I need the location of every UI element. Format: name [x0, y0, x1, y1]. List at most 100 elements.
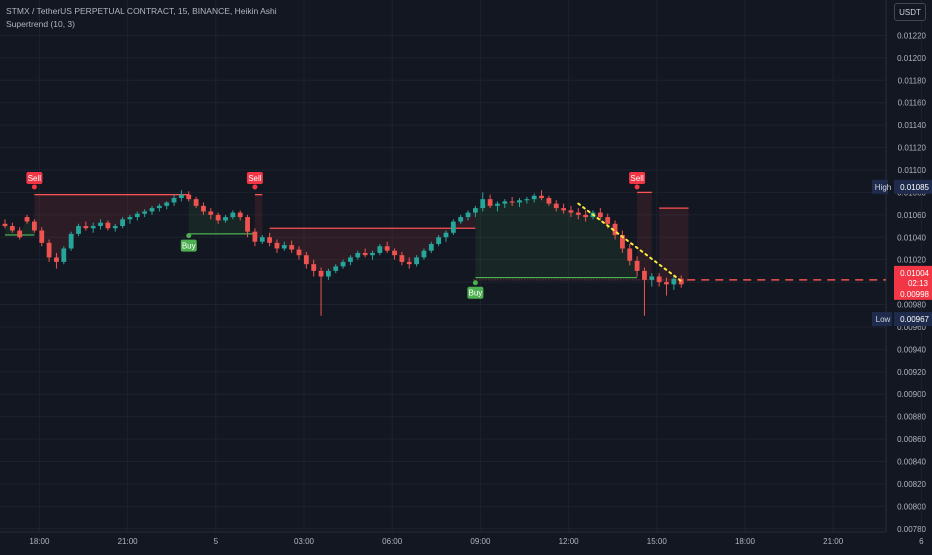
- candle-body: [362, 252, 368, 256]
- candle-body: [215, 214, 221, 221]
- y-tick-label: 0.00800: [897, 502, 926, 511]
- y-tick-label: 0.00780: [897, 525, 926, 534]
- x-tick-label: 15:00: [647, 537, 668, 546]
- low-label-bg: [872, 312, 892, 327]
- candle-body: [443, 232, 449, 238]
- x-tick-label: 21:00: [118, 537, 139, 546]
- y-tick-label: 0.00880: [897, 413, 926, 422]
- candle-body: [127, 217, 133, 220]
- x-tick-label: 18:00: [735, 537, 756, 546]
- low-value-bg: [894, 312, 932, 327]
- candle-body: [39, 230, 45, 243]
- sell-signal-dot: [31, 184, 37, 190]
- candle-body: [208, 211, 214, 215]
- y-tick-label: 0.00900: [897, 390, 926, 399]
- candle-body: [61, 248, 67, 262]
- y-tick-label: 0.00840: [897, 458, 926, 467]
- sell-signal-dot: [252, 184, 258, 190]
- candle-body: [392, 250, 397, 256]
- candle-body: [553, 203, 559, 209]
- candle-body: [98, 222, 103, 227]
- candle-body: [24, 217, 30, 222]
- sell-signal-label: Sell: [28, 174, 42, 183]
- candle-body: [428, 243, 434, 251]
- candle-body: [671, 278, 677, 285]
- candle-body: [546, 198, 552, 204]
- dotted-trendline: [577, 202, 683, 282]
- buy-signal-bg: [467, 286, 484, 299]
- sell-signal-label: Sell: [248, 174, 262, 183]
- y-tick-label: 0.01100: [898, 166, 927, 175]
- candle-body: [149, 208, 155, 212]
- candle-body: [348, 257, 353, 262]
- high-value: 0.01085: [900, 183, 929, 192]
- candle-body: [142, 211, 148, 214]
- candle-body: [340, 261, 346, 267]
- buy-signal-bg: [180, 239, 197, 252]
- sell-signal-bg: [629, 171, 646, 184]
- candle-body: [399, 255, 405, 262]
- candle-body: [17, 230, 23, 238]
- candle-body: [223, 217, 228, 221]
- candle-body: [539, 195, 544, 199]
- candle-body: [237, 212, 243, 218]
- candle-body: [664, 282, 669, 285]
- symbol-title[interactable]: STMX / TetherUS PERPETUAL CONTRACT, 15, …: [6, 6, 277, 16]
- candle-body: [436, 237, 442, 244]
- y-tick-label: 0.01220: [897, 31, 926, 40]
- indicator-legend[interactable]: Supertrend (10, 3): [6, 19, 75, 29]
- y-tick-label: 0.00940: [897, 345, 926, 354]
- candle-body: [656, 276, 662, 283]
- candle-body: [678, 278, 684, 285]
- y-tick-label: 0.01180: [898, 76, 927, 85]
- y-tick-label: 0.00980: [897, 301, 926, 310]
- sell-signal-label: Sell: [630, 174, 644, 183]
- candle-body: [311, 264, 317, 271]
- y-tick-label: 0.00960: [897, 323, 926, 332]
- currency-unit-button[interactable]: USDT: [894, 3, 926, 21]
- candle-body: [326, 270, 331, 277]
- supertrend-fill: [254, 194, 263, 240]
- candle-body: [201, 205, 206, 212]
- candle-body: [370, 252, 375, 256]
- current-price-bg: [894, 265, 932, 300]
- candle-body: [54, 257, 59, 262]
- candle-body: [473, 208, 478, 213]
- candle-body: [450, 221, 456, 233]
- x-tick-label: 06:00: [382, 537, 403, 546]
- candle-body: [634, 260, 640, 271]
- candle-body: [355, 252, 361, 258]
- candle-body: [259, 237, 265, 242]
- candle-body: [333, 266, 339, 271]
- candle-body: [568, 210, 574, 213]
- sell-signal-bg: [26, 171, 43, 184]
- buy-signal-dot: [186, 233, 192, 239]
- candle-body: [480, 199, 486, 209]
- high-label-bg: [872, 179, 888, 194]
- y-tick-label: 0.00920: [897, 368, 926, 377]
- y-tick-label: 0.01160: [898, 99, 927, 108]
- x-tick-label: 6: [919, 537, 924, 546]
- candle-body: [281, 245, 287, 249]
- candle-body: [495, 203, 500, 206]
- candle-body: [561, 208, 566, 211]
- candle-body: [421, 250, 427, 258]
- sell-signal-dot: [634, 184, 640, 190]
- candle-body: [76, 226, 81, 234]
- x-tick-label: 12:00: [559, 537, 580, 546]
- candle-body: [179, 194, 184, 199]
- candle-body: [531, 195, 537, 200]
- y-tick-label: 0.01120: [898, 144, 927, 153]
- candle-body: [517, 200, 522, 203]
- buy-signal-dot: [472, 280, 478, 286]
- low-label: Low: [876, 315, 891, 324]
- candle-body: [296, 249, 302, 256]
- candle-body: [620, 235, 625, 249]
- low-value: 0.00967: [900, 315, 929, 324]
- supertrend-fill: [475, 196, 638, 278]
- y-tick-label: 0.00860: [897, 435, 926, 444]
- candle-body: [605, 217, 611, 224]
- candle-body: [105, 222, 111, 229]
